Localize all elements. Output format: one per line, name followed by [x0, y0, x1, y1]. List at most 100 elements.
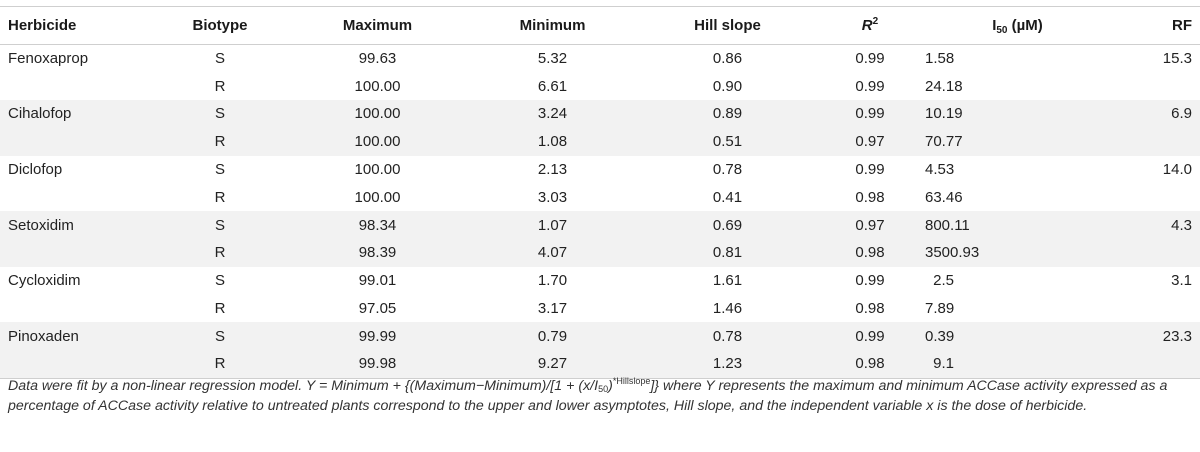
cell-r2: 0.99	[815, 100, 925, 128]
col-header-i50: I50 (µM)	[925, 6, 1110, 45]
cell-minimum: 2.13	[537, 161, 568, 179]
cell-herbicide: Cycloxidim	[8, 272, 81, 290]
cell-hill-slope: 0.78	[640, 322, 815, 351]
cell-biotype: R	[214, 300, 226, 318]
cell-r2: 0.99	[855, 77, 885, 95]
cell-i50: 10.19	[925, 100, 1110, 128]
cell-maximum: 99.01	[358, 272, 397, 290]
cell-rf: 14.0	[1162, 161, 1192, 179]
cell-minimum: 1.07	[465, 211, 640, 240]
cell-rf: 6.9	[1110, 100, 1200, 128]
i50-unit: (µM)	[1007, 17, 1043, 34]
cell-minimum: 0.79	[465, 322, 640, 351]
table-header: Herbicide Biotype Maximum Minimum Hill s…	[0, 6, 1200, 45]
cell-hill-slope: 1.46	[712, 300, 743, 318]
results-table: Herbicide Biotype Maximum Minimum Hill s…	[0, 6, 1200, 379]
cell-minimum: 1.70	[537, 272, 568, 290]
cell-minimum: 4.07	[465, 239, 640, 267]
cell-biotype: S	[214, 272, 225, 290]
cell-hill-slope: 0.51	[640, 127, 815, 156]
col-header-minimum: Minimum	[465, 6, 640, 45]
cell-r2: 0.98	[855, 300, 885, 318]
cell-rf: 3.1	[1171, 272, 1192, 290]
table-row: R 100.00 1.08 0.51 0.97 70.77	[0, 127, 1200, 156]
cell-r2: 0.98	[815, 350, 925, 379]
cell-herbicide: Diclofop	[8, 161, 63, 179]
table-row: Diclofop S 100.00 2.13 0.78 0.99 4.53 14.0	[0, 156, 1200, 184]
cell-i50: 4.53	[925, 161, 955, 179]
cell-rf	[1110, 72, 1200, 100]
cell-hill-slope: 0.90	[712, 77, 743, 95]
col-header-herbicide: Herbicide	[0, 6, 150, 45]
cell-hill-slope: 1.23	[640, 350, 815, 379]
cell-maximum: 98.34	[290, 211, 465, 240]
cell-maximum: 99.99	[290, 322, 465, 351]
table-row: R 97.05 3.17 1.46 0.98 7.89	[0, 295, 1200, 323]
cell-hill-slope: 0.78	[712, 161, 743, 179]
cell-biotype: R	[150, 239, 290, 267]
cell-herbicide	[0, 350, 150, 379]
table-footnote: Data were fit by a non-linear regression…	[8, 376, 1193, 416]
table-row: R 100.00 6.61 0.90 0.99 24.18	[0, 72, 1200, 100]
footnote-text-3: ]} where Y represents the maximum and mi…	[8, 378, 1168, 414]
cell-i50: 800.11	[925, 211, 1110, 240]
cell-r2: 0.99	[855, 50, 885, 68]
cell-herbicide	[0, 127, 150, 156]
cell-biotype: S	[150, 322, 290, 351]
table-row: R 98.39 4.07 0.81 0.98 3500.93	[0, 239, 1200, 267]
cell-i50: 3500.93	[925, 239, 1110, 267]
cell-r2: 0.99	[815, 322, 925, 351]
cell-r2: 0.99	[855, 161, 885, 179]
footnote-text-1: Data were fit by a non-linear regression…	[8, 378, 599, 394]
cell-herbicide: Fenoxaprop	[8, 50, 89, 68]
cell-herbicide: Cihalofop	[0, 100, 150, 128]
table-row: R 100.00 3.03 0.41 0.98 63.46	[0, 183, 1200, 211]
table-body: Fenoxaprop S 99.63 5.32 0.86 0.99 1.58 15.3 R 100…	[0, 45, 1200, 379]
cell-r2: 0.99	[855, 272, 885, 290]
footnote-text-2: )	[608, 378, 613, 394]
cell-i50: 70.77	[925, 127, 1110, 156]
cell-rf: 15.3	[1162, 50, 1192, 68]
cell-biotype: R	[150, 127, 290, 156]
cell-biotype: S	[150, 100, 290, 128]
cell-minimum: 3.03	[537, 188, 568, 206]
cell-maximum: 100.00	[354, 161, 401, 179]
footnote-subscript: 50	[598, 384, 609, 394]
cell-i50: 1.58	[925, 50, 955, 68]
cell-hill-slope: 0.41	[712, 188, 743, 206]
cell-biotype: R	[214, 77, 226, 95]
cell-minimum: 6.61	[537, 77, 568, 95]
cell-minimum: 3.17	[537, 300, 568, 318]
table-row: Fenoxaprop S 99.63 5.32 0.86 0.99 1.58 15.3	[0, 45, 1200, 73]
cell-maximum: 100.00	[354, 77, 401, 95]
cell-rf	[1110, 350, 1200, 379]
cell-r2: 0.97	[815, 127, 925, 156]
cell-biotype: R	[150, 350, 290, 379]
cell-rf	[1110, 295, 1200, 323]
footnote-superscript: *Hillslope	[612, 376, 651, 386]
cell-r2: 0.97	[815, 211, 925, 240]
col-header-rf: RF	[1110, 6, 1200, 45]
cell-maximum: 100.00	[290, 100, 465, 128]
cell-maximum: 98.39	[290, 239, 465, 267]
table-row: R 99.98 9.27 1.23 0.98 9.1	[0, 350, 1200, 379]
table-row: Cihalofop S 100.00 3.24 0.89 0.99 10.19 6.9	[0, 100, 1200, 128]
cell-r2: 0.98	[815, 239, 925, 267]
cell-maximum: 100.00	[354, 188, 401, 206]
cell-i50: 7.89	[925, 300, 955, 318]
cell-rf: 4.3	[1110, 211, 1200, 240]
cell-herbicide: Setoxidim	[0, 211, 150, 240]
cell-biotype: S	[214, 50, 225, 68]
cell-herbicide	[0, 183, 150, 211]
i50-symbol: I	[992, 17, 997, 34]
table-row: Setoxidim S 98.34 1.07 0.69 0.97 800.11 4.3	[0, 211, 1200, 240]
cell-rf: 23.3	[1110, 322, 1200, 351]
col-header-maximum: Maximum	[290, 6, 465, 45]
cell-biotype: S	[214, 161, 225, 179]
cell-maximum: 97.05	[358, 300, 397, 318]
cell-herbicide	[0, 72, 150, 100]
cell-i50: 24.18	[925, 77, 963, 95]
cell-minimum: 9.27	[465, 350, 640, 379]
table-row: Cycloxidim S 99.01 1.70 1.61 0.99 2.5 3.1	[0, 267, 1200, 295]
